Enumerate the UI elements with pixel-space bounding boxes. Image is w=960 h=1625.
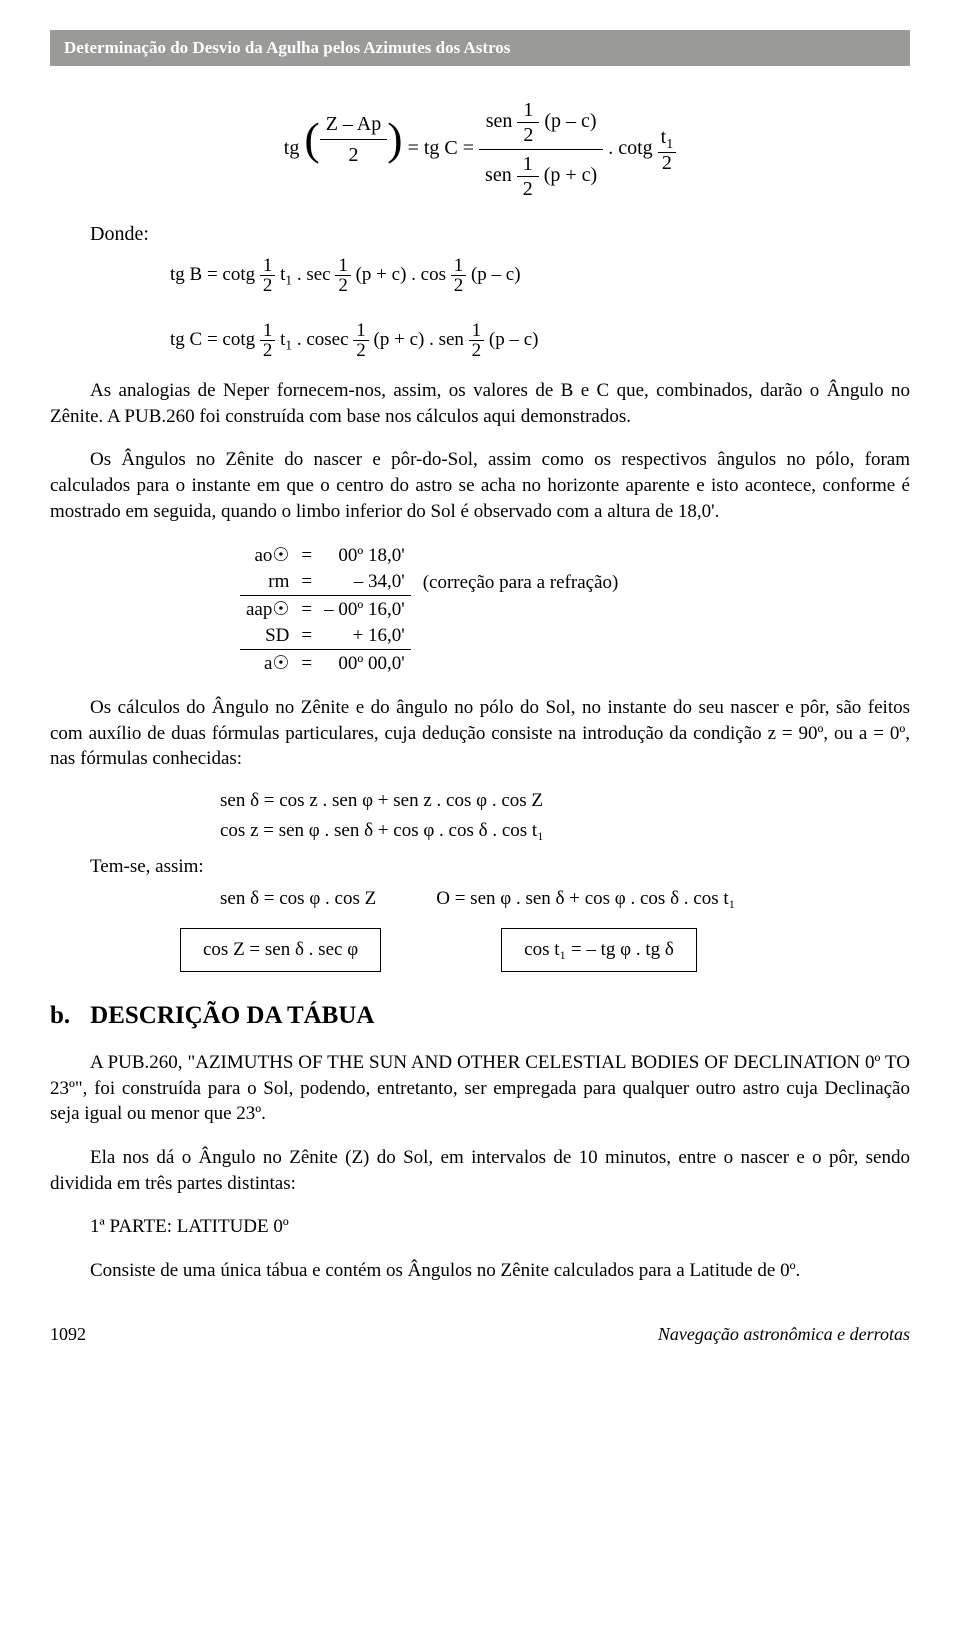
eq-cos-z-full: cos z = sen φ . sen δ + cos φ . cos δ . … <box>220 820 910 842</box>
formula-tgC: tg C = cotg 12 t1 . cosec 12 (p + c) . s… <box>170 321 910 360</box>
eq-sen-delta-full: sen δ = cos z . sen φ + sen z . cos φ . … <box>220 790 910 812</box>
page-number: 1092 <box>50 1324 86 1345</box>
footer-label: Navegação astronômica e derrotas <box>658 1324 910 1345</box>
page-header: Determinação do Desvio da Agulha pelos A… <box>50 30 910 66</box>
parte1-label: 1ª PARTE: LATITUDE 0º <box>50 1214 910 1240</box>
table-row: SD = + 16,0' <box>240 623 624 650</box>
boxed-row: cos Z = sen δ . sec φ cos t₁ = – tg φ . … <box>180 928 910 972</box>
label-donde: Donde: <box>90 223 910 246</box>
section-b-title: b. DESCRIÇÃO DA TÁBUA <box>50 1002 910 1030</box>
paragraph-1: As analogias de Neper fornecem-nos, assi… <box>50 378 910 429</box>
page-footer: 1092 Navegação astronômica e derrotas <box>50 1324 910 1345</box>
calc-table: ao☉ = 00º 18,0' rm = – 34,0' (correção p… <box>240 542 624 677</box>
formula-main: tg (Z – Ap2) = tg C = sen 12 (p – c) sen… <box>50 96 910 203</box>
table-row: rm = – 34,0' (correção para a refração) <box>240 569 624 596</box>
paragraph-2: Os Ângulos no Zênite do nascer e pôr-do-… <box>50 447 910 524</box>
section-letter: b. <box>50 1002 70 1029</box>
paragraph-5: Ela nos dá o Ângulo no Zênite (Z) do Sol… <box>50 1145 910 1196</box>
table-row: ao☉ = 00º 18,0' <box>240 542 624 569</box>
box-cost1: cos t₁ = – tg φ . tg δ <box>501 928 697 972</box>
temse-label: Tem-se, assim: <box>90 856 910 878</box>
paragraph-3: Os cálculos do Ângulo no Zênite e do âng… <box>50 695 910 772</box>
section-title-text: DESCRIÇÃO DA TÁBUA <box>90 1002 374 1029</box>
formula-tgB: tg B = cotg 12 t1 . sec 12 (p + c) . cos… <box>170 256 910 295</box>
eq-O: O = sen φ . sen δ + cos φ . cos δ . cos … <box>436 888 735 910</box>
paragraph-4: A PUB.260, "AZIMUTHS OF THE SUN AND OTHE… <box>50 1050 910 1127</box>
paragraph-6: Consiste de uma única tábua e contém os … <box>50 1258 910 1284</box>
table-row: aap☉ = – 00º 16,0' <box>240 596 624 624</box>
eq-row-short: sen δ = cos φ . cos Z O = sen φ . sen δ … <box>220 888 910 910</box>
eq-sen-delta-short: sen δ = cos φ . cos Z <box>220 888 376 910</box>
box-cosZ: cos Z = sen δ . sec φ <box>180 928 381 972</box>
table-row: a☉ = 00º 00,0' <box>240 650 624 678</box>
